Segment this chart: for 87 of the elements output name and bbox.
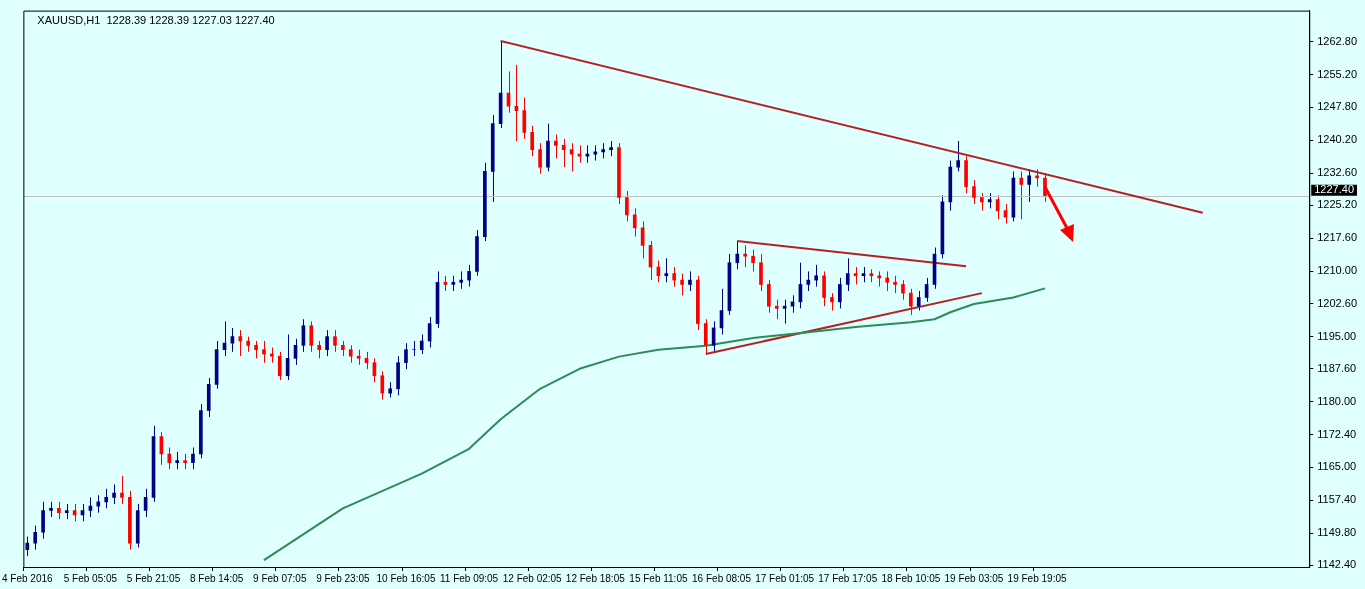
candlestick	[530, 125, 535, 157]
x-tick-label: 5 Feb 21:05	[126, 572, 181, 584]
candlestick	[703, 318, 708, 355]
candlestick	[838, 277, 842, 309]
x-tick-label: 5 Feb 05:05	[63, 572, 118, 584]
candlestick	[167, 446, 172, 470]
x-tick-label: 4 Feb 2016	[2, 572, 54, 584]
candlestick	[120, 475, 124, 505]
y-tick-label: 1180.00	[1317, 394, 1357, 407]
x-tick-label: 15 Feb 11:05	[629, 572, 688, 584]
y-tick-label: 1195.00	[1317, 329, 1357, 342]
candlestick	[554, 133, 558, 159]
candlestick	[743, 244, 748, 268]
candlestick	[33, 525, 38, 551]
x-tick-label: 10 Feb 16:05	[376, 572, 436, 584]
candlestick	[25, 536, 30, 557]
candlestick	[759, 253, 763, 292]
candlestick	[112, 483, 116, 505]
y-tick-label: 1225.20	[1317, 198, 1357, 211]
candlestick	[845, 257, 850, 292]
candlestick	[625, 190, 629, 222]
y-tick-label: 1210.00	[1317, 264, 1357, 277]
candlestick	[688, 270, 692, 292]
candlestick	[191, 446, 195, 470]
x-tick-label: 9 Feb 23:05	[316, 572, 370, 584]
y-tick-label: 1142.40	[1317, 558, 1357, 571]
y-tick-label: 1255.20	[1317, 67, 1357, 80]
candlestick	[419, 333, 424, 355]
y-tick-label: 1187.60	[1317, 361, 1357, 374]
candlestick	[901, 279, 905, 301]
y-tick-label: 1172.40	[1317, 427, 1357, 440]
candlestick	[767, 279, 771, 314]
candlestick	[238, 329, 243, 357]
x-tick-label: 9 Feb 07:05	[253, 572, 307, 584]
x-tick-label: 19 Feb 03:05	[944, 572, 1004, 584]
candlestick	[822, 270, 826, 307]
candlestick	[561, 138, 566, 168]
candlestick	[467, 264, 471, 288]
candlestick	[664, 257, 669, 283]
candlestick	[522, 97, 527, 140]
candlestick	[735, 240, 740, 270]
y-tick-label: 1217.60	[1317, 231, 1357, 244]
candlestick	[672, 266, 677, 288]
x-tick-label: 11 Feb 09:05	[439, 572, 499, 584]
candlestick	[538, 142, 542, 175]
y-tick-label: 1149.80	[1317, 526, 1357, 539]
x-tick-label: 19 Feb 19:05	[1007, 572, 1067, 584]
y-tick-label: 1262.80	[1317, 34, 1357, 47]
y-tick-label: 1247.80	[1317, 100, 1357, 113]
candlestick	[262, 340, 266, 364]
candlestick	[412, 340, 416, 357]
y-tick-label: 1240.20	[1317, 133, 1357, 146]
x-tick-label: 12 Feb 18:05	[565, 572, 626, 584]
candlestick	[404, 342, 408, 370]
candlestick	[774, 299, 779, 320]
candlestick	[885, 270, 890, 292]
candlestick	[751, 249, 755, 272]
x-tick-label: 17 Feb 17:05	[818, 572, 878, 584]
y-tick-label: 1202.60	[1317, 296, 1357, 309]
candlestick	[380, 370, 385, 401]
candlestick	[277, 351, 282, 381]
x-tick-label: 17 Feb 01:05	[755, 572, 815, 584]
ref-line-label: 1227.40	[1314, 183, 1354, 196]
candlestick	[104, 488, 109, 509]
candlestick	[806, 270, 811, 292]
candlestick	[680, 273, 684, 296]
x-tick-label: 18 Feb 10:05	[881, 572, 941, 584]
candlestick	[909, 288, 913, 316]
y-tick-label: 1165.00	[1317, 460, 1357, 473]
candlestick	[916, 290, 921, 312]
candlestick	[1027, 168, 1032, 203]
candlestick	[632, 207, 637, 238]
candlestick	[956, 140, 961, 172]
y-tick-label: 1157.40	[1317, 493, 1357, 506]
candlestick	[1019, 170, 1024, 220]
candlestick	[325, 329, 329, 357]
chart-title: XAUUSD,H1 1228.39 1228.39 1227.03 1227.40	[37, 13, 275, 26]
candlestick	[333, 329, 337, 353]
candlestick	[41, 501, 45, 540]
x-tick-label: 8 Feb 14:05	[189, 572, 244, 584]
candlestick	[814, 264, 819, 288]
x-tick-label: 16 Feb 08:05	[692, 572, 752, 584]
candlestick	[972, 179, 976, 205]
y-tick-label: 1232.60	[1317, 166, 1357, 179]
x-tick-label: 12 Feb 02:05	[502, 572, 563, 584]
candlestick	[309, 320, 314, 353]
candlestick	[782, 299, 787, 325]
